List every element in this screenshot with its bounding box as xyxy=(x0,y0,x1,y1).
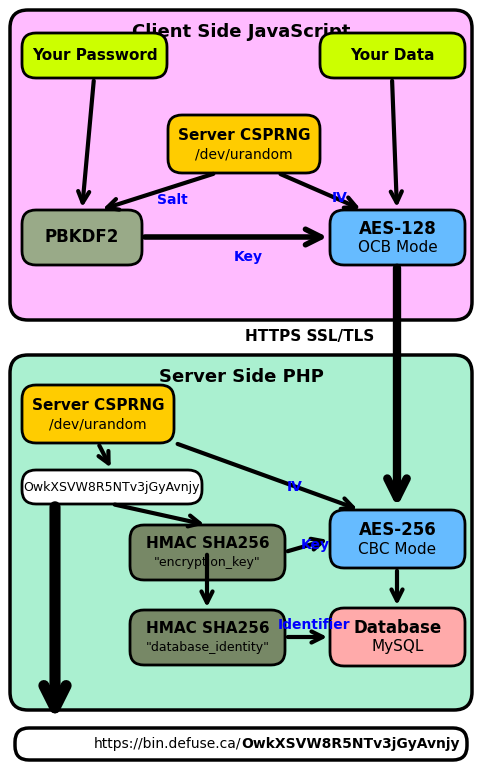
Text: https://bin.defuse.ca/: https://bin.defuse.ca/ xyxy=(93,737,241,751)
Text: Key: Key xyxy=(300,538,329,552)
FancyBboxPatch shape xyxy=(130,610,285,665)
FancyBboxPatch shape xyxy=(22,210,142,265)
Text: Client Side JavaScript: Client Side JavaScript xyxy=(132,23,349,41)
Text: Salt: Salt xyxy=(156,193,187,207)
Text: /dev/urandom: /dev/urandom xyxy=(49,417,147,431)
Text: "encryption_key": "encryption_key" xyxy=(154,556,260,569)
Text: HMAC SHA256: HMAC SHA256 xyxy=(145,536,269,551)
FancyBboxPatch shape xyxy=(22,33,166,78)
Text: Database: Database xyxy=(353,619,441,637)
FancyBboxPatch shape xyxy=(329,608,464,666)
FancyBboxPatch shape xyxy=(329,510,464,568)
Text: AES-128: AES-128 xyxy=(358,219,436,238)
FancyBboxPatch shape xyxy=(130,525,285,580)
FancyBboxPatch shape xyxy=(167,115,319,173)
Text: /dev/urandom: /dev/urandom xyxy=(195,147,292,161)
Text: Key: Key xyxy=(233,250,262,264)
FancyBboxPatch shape xyxy=(10,355,471,710)
FancyBboxPatch shape xyxy=(10,10,471,320)
Text: OwkXSVW8R5NTv3jGyAvnjy: OwkXSVW8R5NTv3jGyAvnjy xyxy=(241,737,458,751)
Text: Your Password: Your Password xyxy=(31,48,157,63)
Text: AES-256: AES-256 xyxy=(358,521,436,539)
Text: PBKDF2: PBKDF2 xyxy=(45,229,119,246)
FancyBboxPatch shape xyxy=(22,385,174,443)
Text: HMAC SHA256: HMAC SHA256 xyxy=(145,621,269,636)
Text: CBC Mode: CBC Mode xyxy=(358,542,436,557)
Text: IV: IV xyxy=(332,191,347,205)
Text: Server CSPRNG: Server CSPRNG xyxy=(31,397,164,413)
Text: Server CSPRNG: Server CSPRNG xyxy=(177,127,310,143)
FancyBboxPatch shape xyxy=(15,728,466,760)
FancyBboxPatch shape xyxy=(22,470,201,504)
Text: "database_identity": "database_identity" xyxy=(145,641,269,654)
Text: OCB Mode: OCB Mode xyxy=(357,240,437,255)
Text: Server Side PHP: Server Side PHP xyxy=(158,368,323,386)
Text: OwkXSVW8R5NTv3jGyAvnjy: OwkXSVW8R5NTv3jGyAvnjy xyxy=(24,480,200,493)
Text: MySQL: MySQL xyxy=(371,640,423,654)
Text: Your Data: Your Data xyxy=(349,48,434,63)
FancyBboxPatch shape xyxy=(329,210,464,265)
FancyBboxPatch shape xyxy=(319,33,464,78)
Text: Identifier: Identifier xyxy=(277,618,349,632)
Text: HTTPS SSL/TLS: HTTPS SSL/TLS xyxy=(245,330,374,344)
Text: IV: IV xyxy=(287,480,302,494)
